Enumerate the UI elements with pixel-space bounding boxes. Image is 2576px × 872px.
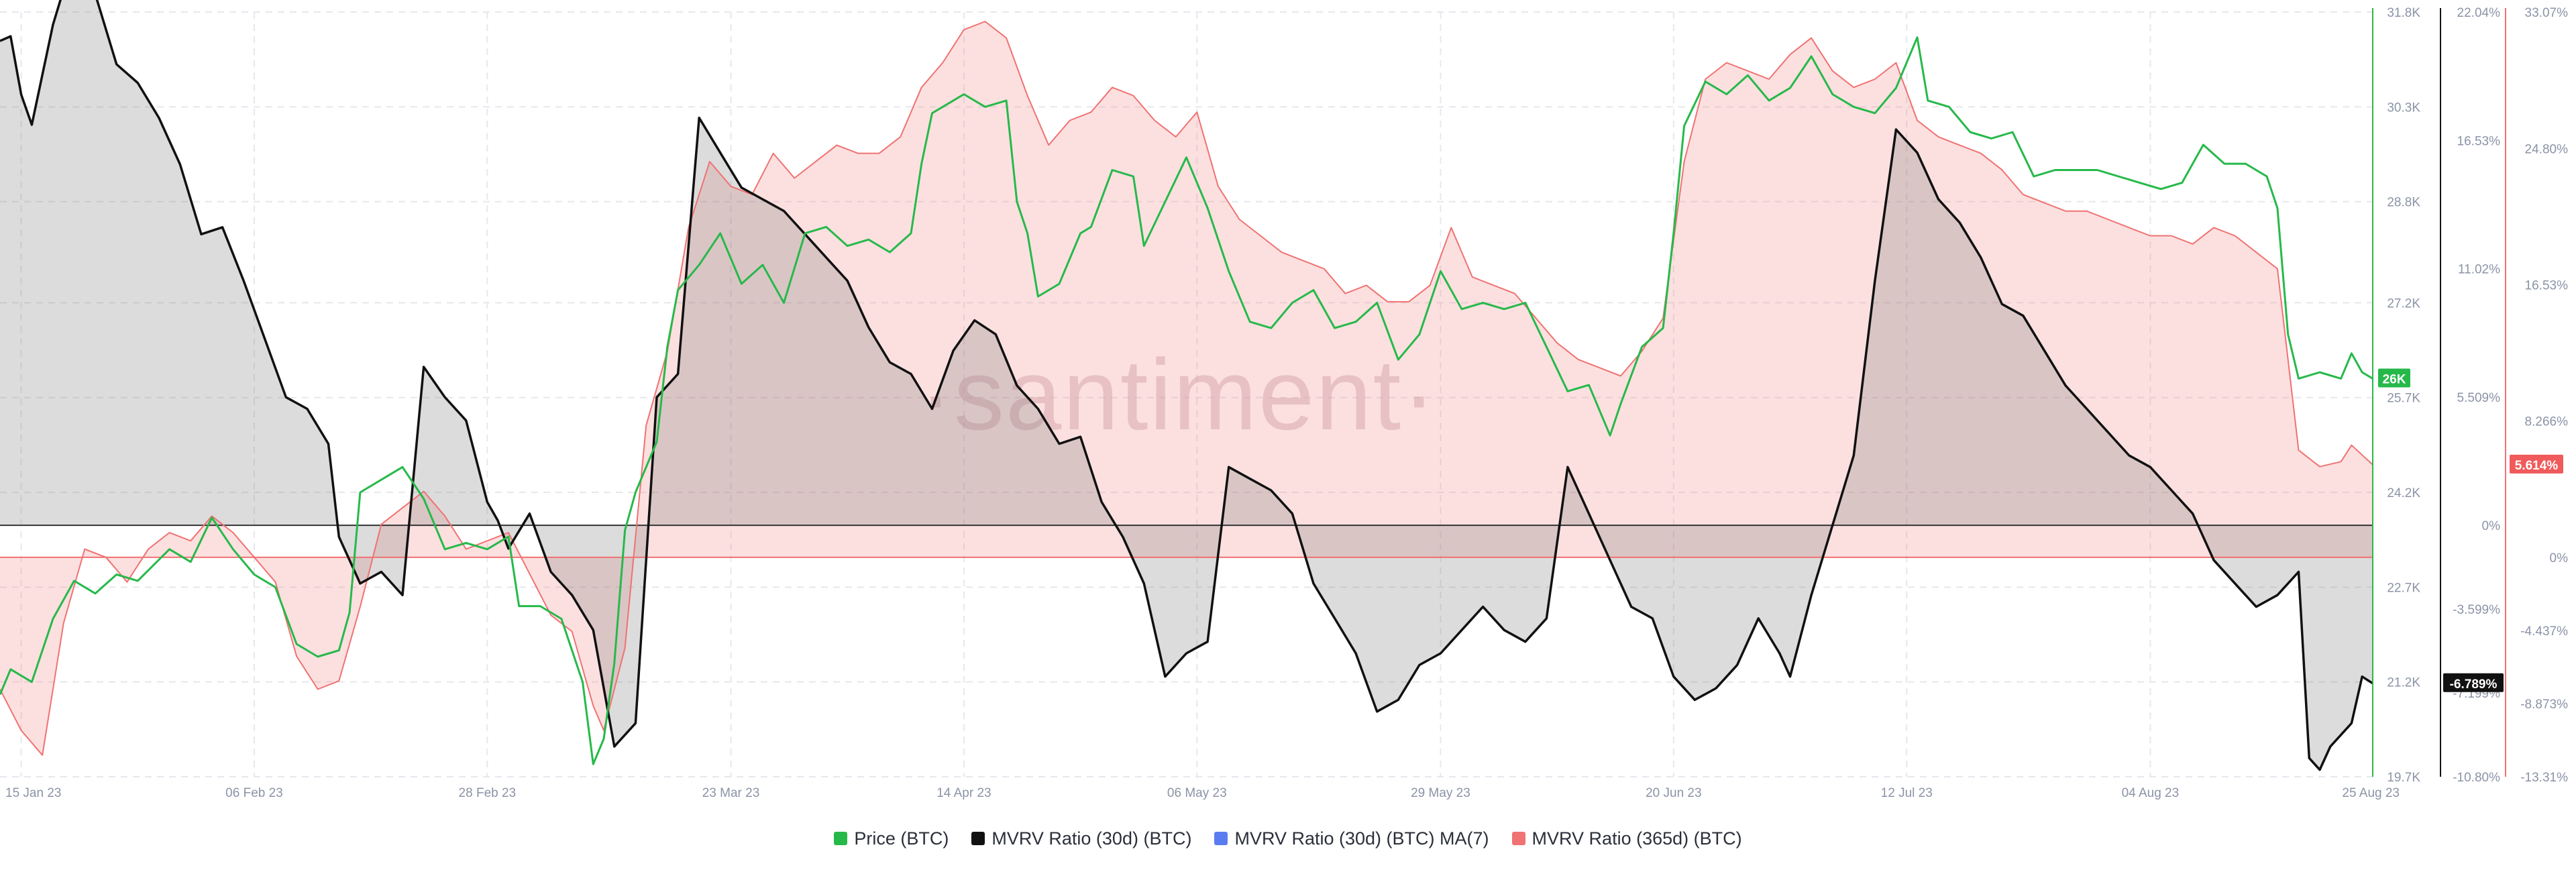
x-tick-label: 14 Apr 23 — [936, 786, 991, 800]
legend-item[interactable]: Price (BTC) — [834, 828, 949, 849]
mvrv30-tick-label: 5.509% — [2457, 391, 2501, 405]
mvrv30-tick-label: -3.599% — [2453, 603, 2500, 617]
price-tick-label: 27.2K — [2387, 296, 2420, 311]
mvrv365-tick-label: 16.53% — [2525, 279, 2569, 293]
price-tick-label: 25.7K — [2387, 392, 2420, 406]
legend-swatch — [834, 832, 848, 845]
mvrv30-tick-label: 11.02% — [2458, 263, 2500, 277]
x-tick-label: 28 Feb 23 — [459, 786, 517, 800]
legend-label: MVRV Ratio (365d) (BTC) — [1532, 828, 1742, 849]
x-tick-label: 06 Feb 23 — [225, 786, 283, 800]
legend-label: MVRV Ratio (30d) (BTC) MA(7) — [1234, 828, 1489, 849]
mvrv365-tick-label: 8.266% — [2525, 415, 2569, 429]
legend-label: Price (BTC) — [854, 828, 949, 849]
price-tick-label: 28.8K — [2387, 196, 2420, 210]
legend-swatch — [971, 832, 985, 845]
legend-swatch — [1214, 832, 1228, 845]
price-tick-label: 22.7K — [2387, 581, 2420, 595]
x-tick-label: 04 Aug 23 — [2122, 786, 2180, 800]
mvrv365-tick-label: -8.873% — [2520, 698, 2568, 712]
legend-item[interactable]: MVRV Ratio (30d) (BTC) — [971, 828, 1191, 849]
mvrv365-value-badge: 5.614% — [2515, 459, 2559, 473]
mvrv365-area — [0, 21, 2373, 755]
legend-swatch — [1511, 832, 1525, 845]
mvrv365-tick-label: 0% — [2550, 551, 2569, 565]
mvrv30-tick-label: -10.80% — [2453, 771, 2500, 785]
price-value-badge-bg — [2378, 368, 2410, 388]
mvrv30-line — [0, 0, 2373, 771]
mvrv365-tick-label: -13.31% — [2520, 771, 2568, 785]
price-tick-label: 30.3K — [2387, 101, 2420, 115]
mvrv30-area — [0, 0, 2373, 770]
legend-item[interactable]: MVRV Ratio (365d) (BTC) — [1511, 828, 1742, 849]
x-tick-label: 29 May 23 — [1411, 786, 1470, 800]
price-tick-label: 24.2K — [2387, 486, 2420, 500]
mvrv30-tick-label: 16.53% — [2457, 134, 2501, 148]
x-tick-label: 23 Mar 23 — [702, 786, 760, 800]
x-tick-label: 20 Jun 23 — [1646, 786, 1701, 800]
legend-label: MVRV Ratio (30d) (BTC) — [991, 828, 1192, 849]
mvrv365-tick-label: 24.80% — [2525, 142, 2569, 156]
mvrv30-value-badge-bg — [2443, 673, 2504, 692]
mvrv365-line — [0, 21, 2373, 756]
legend-item[interactable]: MVRV Ratio (30d) (BTC) MA(7) — [1214, 828, 1489, 849]
x-tick-label: 15 Jan 23 — [5, 786, 61, 800]
mvrv30-tick-label: 22.04% — [2457, 6, 2501, 20]
price-tick-label: 19.7K — [2387, 771, 2420, 785]
mvrv365-value-badge-bg — [2510, 454, 2563, 474]
price-tick-label: 21.2K — [2387, 676, 2420, 690]
price-value-badge: 26K — [2383, 372, 2406, 386]
mvrv30-value-badge: -6.789% — [2450, 677, 2498, 692]
x-tick-label: 25 Aug 23 — [2342, 786, 2400, 800]
mvrv365-tick-label: -4.437% — [2520, 624, 2568, 639]
x-tick-label: 12 Jul 23 — [1881, 786, 1933, 800]
x-tick-label: 06 May 23 — [1167, 786, 1227, 800]
mvrv30-tick-label: 0% — [2482, 519, 2501, 533]
price-line — [0, 36, 2373, 765]
price-tick-label: 31.8K — [2387, 6, 2420, 20]
chart-legend: Price (BTC) MVRV Ratio (30d) (BTC) MVRV Ra… — [0, 824, 2576, 853]
mvrv365-tick-label: 33.07% — [2525, 6, 2569, 20]
